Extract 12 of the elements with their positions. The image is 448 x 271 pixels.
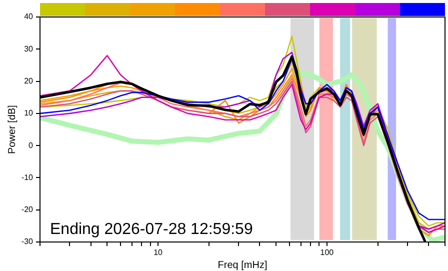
y-tick-label: -20	[21, 205, 34, 214]
y-tick-label: 0	[28, 140, 34, 150]
y-tick-label: -30	[21, 237, 34, 246]
annotation: Ending 2026-07-28 12:59:59	[50, 221, 253, 238]
y-tick-label: 40	[24, 12, 34, 22]
x-tick-label: 100	[320, 248, 334, 258]
x-axis-title: Freq [mHz]	[218, 260, 268, 271]
y-tick-label: 20	[24, 76, 34, 86]
y-tick-label: 30	[24, 44, 34, 54]
y-tick-label: -10	[21, 172, 34, 182]
y-axis-title: Power [dB]	[6, 104, 18, 154]
y-tick-label: 10	[24, 108, 34, 118]
